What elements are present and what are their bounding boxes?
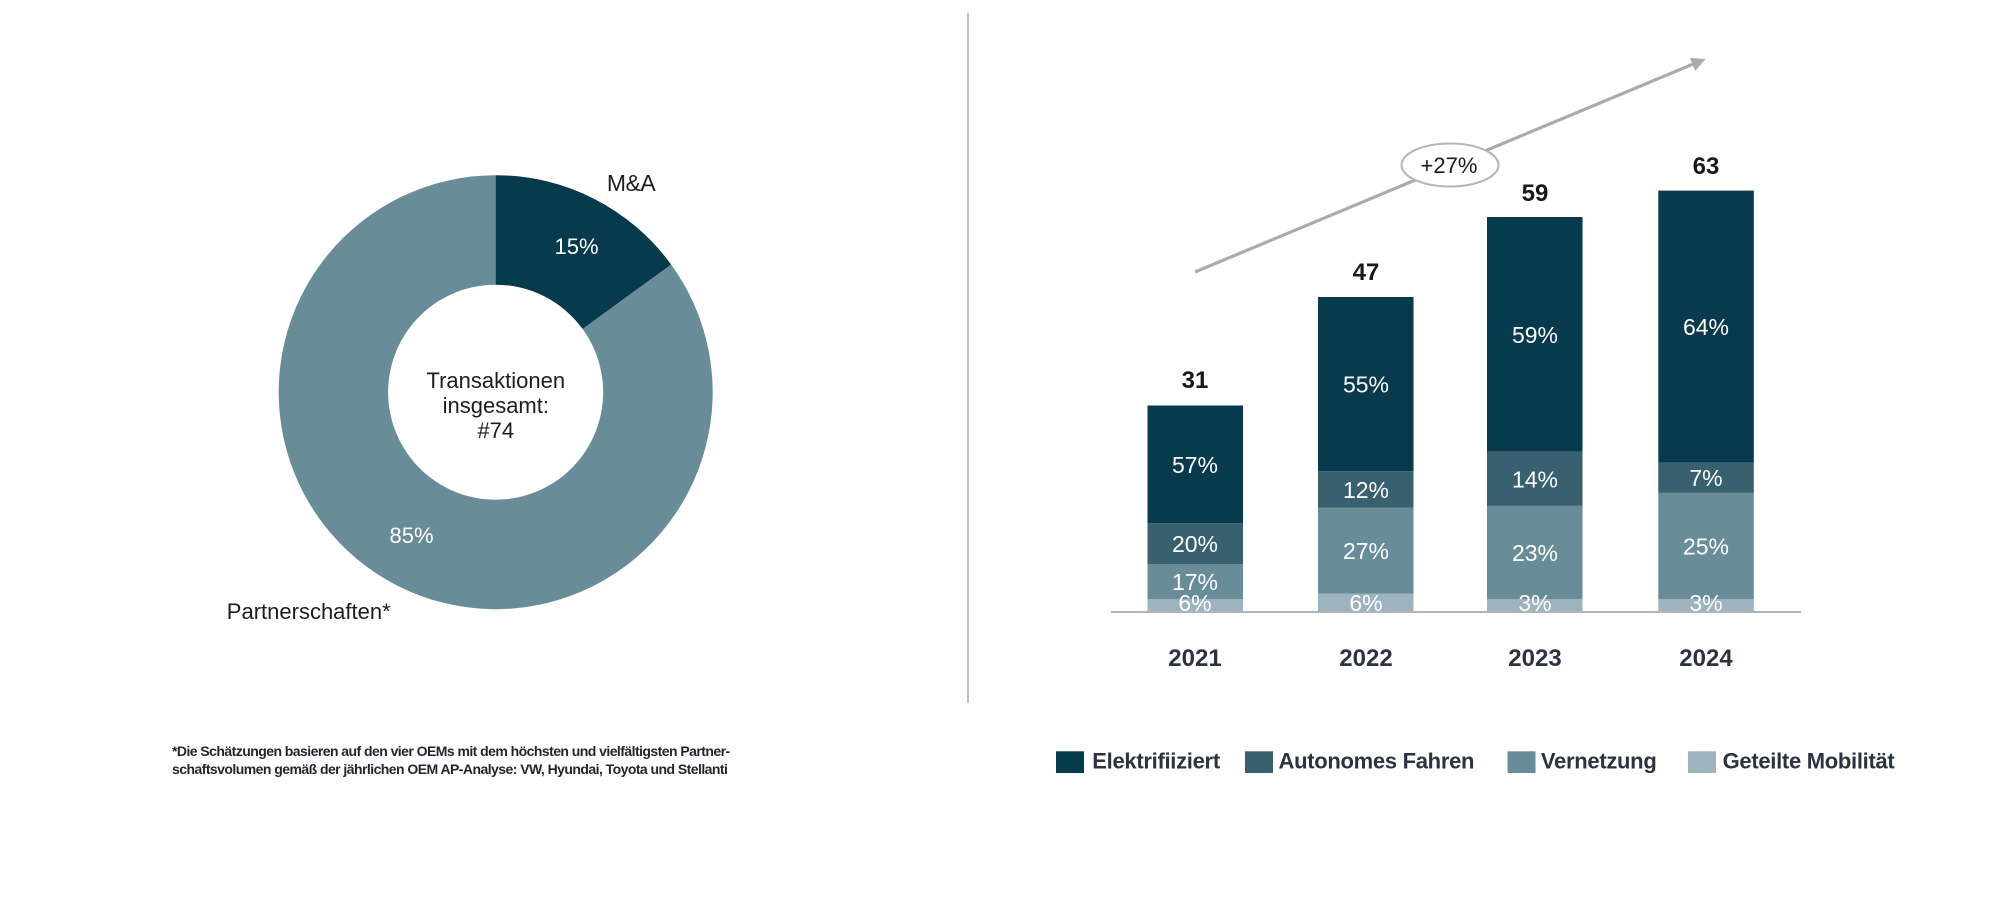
svg-text:Transaktionen: Transaktionen	[426, 368, 565, 393]
svg-text:2024: 2024	[1679, 645, 1733, 672]
svg-text:Vernetzung: Vernetzung	[1541, 749, 1657, 774]
svg-text:12%: 12%	[1343, 477, 1389, 503]
svg-text:3%: 3%	[1518, 590, 1551, 616]
svg-text:15%: 15%	[554, 234, 598, 259]
svg-text:20%: 20%	[1172, 531, 1218, 557]
svg-text:7%: 7%	[1689, 465, 1722, 491]
svg-text:23%: 23%	[1512, 540, 1558, 566]
svg-text:Elektrifiiziert: Elektrifiiziert	[1092, 749, 1221, 774]
svg-text:3%: 3%	[1689, 590, 1722, 616]
svg-text:14%: 14%	[1512, 466, 1558, 492]
svg-text:25%: 25%	[1683, 533, 1729, 559]
svg-text:Partnerschaften*: Partnerschaften*	[227, 599, 391, 624]
svg-text:47: 47	[1353, 259, 1380, 286]
svg-text:55%: 55%	[1343, 372, 1389, 398]
svg-text:Autonomes Fahren: Autonomes Fahren	[1279, 749, 1475, 774]
svg-text:17%: 17%	[1172, 569, 1218, 595]
svg-text:2021: 2021	[1168, 645, 1221, 672]
svg-text:#74: #74	[477, 418, 514, 443]
svg-text:2023: 2023	[1508, 645, 1561, 672]
svg-text:2022: 2022	[1339, 645, 1392, 672]
svg-text:M&A: M&A	[607, 170, 657, 196]
svg-text:27%: 27%	[1343, 538, 1389, 564]
svg-text:63: 63	[1693, 153, 1720, 180]
svg-text:6%: 6%	[1349, 590, 1382, 616]
svg-text:31: 31	[1182, 367, 1209, 394]
svg-text:64%: 64%	[1683, 314, 1729, 340]
svg-text:59%: 59%	[1512, 322, 1558, 348]
svg-text:insgesamt:: insgesamt:	[443, 393, 549, 418]
svg-text:57%: 57%	[1172, 452, 1218, 478]
svg-text:Geteilte Mobilität: Geteilte Mobilität	[1723, 749, 1896, 774]
svg-text:85%: 85%	[389, 523, 433, 548]
svg-text:schaftsvolumen gemäß der jährl: schaftsvolumen gemäß der jährlichen OEM …	[172, 761, 727, 777]
svg-text:+27%: +27%	[1421, 153, 1478, 178]
svg-text:59: 59	[1522, 180, 1549, 207]
svg-text:6%: 6%	[1178, 590, 1211, 616]
svg-text:*Die Schätzungen basieren auf: *Die Schätzungen basieren auf den vier O…	[172, 743, 731, 759]
